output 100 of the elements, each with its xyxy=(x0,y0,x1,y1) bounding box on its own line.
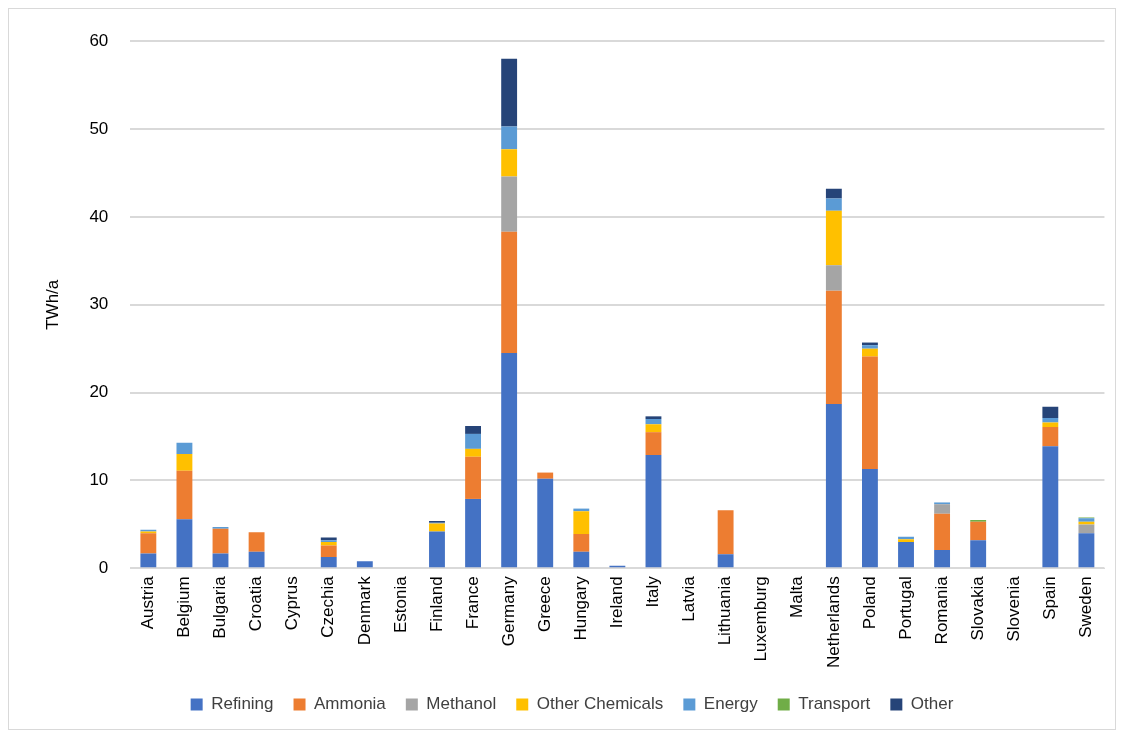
y-tick-label: 40 xyxy=(89,206,109,226)
x-tick-label: Latvia xyxy=(679,575,699,622)
x-tick-label: Finland xyxy=(426,576,446,633)
bar xyxy=(862,469,878,568)
x-tick-label: France xyxy=(462,576,482,630)
y-tick-label: 0 xyxy=(98,558,109,578)
bar xyxy=(825,198,842,211)
x-tick-label: Poland xyxy=(859,576,879,630)
bar xyxy=(176,454,193,471)
bar xyxy=(320,545,337,557)
x-tick-label: Austria xyxy=(138,575,158,630)
bar xyxy=(429,531,445,568)
bar xyxy=(1042,446,1059,568)
legend-label: Other xyxy=(910,694,954,714)
legend-label: Energy xyxy=(703,694,759,714)
bar xyxy=(862,356,878,470)
bar xyxy=(537,478,554,568)
bar xyxy=(825,265,842,291)
bar xyxy=(465,456,481,499)
x-tick-label: Netherlands xyxy=(823,576,843,669)
bar xyxy=(465,448,481,457)
bar xyxy=(934,513,951,550)
bar xyxy=(645,424,662,433)
bar xyxy=(1042,406,1059,419)
x-tick-label: Sweden xyxy=(1076,576,1096,638)
bar xyxy=(176,442,193,455)
bar xyxy=(934,549,951,568)
x-tick-label: Hungary xyxy=(570,575,590,641)
bar xyxy=(176,470,193,520)
x-tick-label: Slovenia xyxy=(1003,575,1023,642)
y-tick-label: 30 xyxy=(89,294,109,314)
bar xyxy=(1078,533,1095,568)
x-tick-label: Cyprus xyxy=(282,576,302,631)
bar xyxy=(501,231,518,354)
bar xyxy=(645,432,662,455)
y-tick-label: 10 xyxy=(89,470,109,490)
bar xyxy=(501,353,518,568)
bar xyxy=(573,551,590,568)
bar xyxy=(501,149,518,177)
bar xyxy=(501,58,518,127)
bar xyxy=(465,498,481,568)
bar xyxy=(501,126,518,150)
bar xyxy=(248,551,265,568)
x-tick-label: Malta xyxy=(787,575,807,618)
x-tick-label: Italy xyxy=(643,575,663,608)
bar xyxy=(212,553,229,568)
bar xyxy=(465,433,481,449)
x-tick-label: Germany xyxy=(498,575,518,647)
x-tick-label: Lithuania xyxy=(715,575,735,646)
bar xyxy=(970,521,987,541)
y-tick-label: 20 xyxy=(89,382,109,402)
bar xyxy=(573,534,590,552)
bar xyxy=(717,510,734,555)
bar xyxy=(1042,418,1059,423)
bar xyxy=(212,528,229,554)
x-tick-label: Czechia xyxy=(318,575,338,638)
x-tick-label: Denmark xyxy=(354,575,374,646)
bar xyxy=(1078,524,1095,534)
bar xyxy=(645,416,662,419)
bar xyxy=(825,188,842,199)
x-tick-label: Romania xyxy=(931,575,951,645)
bar xyxy=(825,290,842,405)
x-tick-label: Portugal xyxy=(895,576,915,640)
bar xyxy=(140,553,157,568)
bar xyxy=(825,210,842,266)
legend-label: Transport xyxy=(798,694,871,714)
x-tick-label: Luxemburg xyxy=(751,576,771,662)
bar xyxy=(140,533,157,554)
x-tick-label: Spain xyxy=(1040,576,1060,620)
x-tick-label: Slovakia xyxy=(967,575,987,641)
bar xyxy=(934,504,951,514)
bar xyxy=(537,472,554,479)
x-tick-label: Croatia xyxy=(246,575,266,632)
bar xyxy=(970,540,987,568)
legend-label: Ammonia xyxy=(314,694,387,714)
y-tick-label: 60 xyxy=(89,30,109,50)
y-axis-title: TWh/a xyxy=(42,279,62,330)
bar xyxy=(1042,426,1059,447)
y-tick-label: 50 xyxy=(89,118,109,138)
x-tick-label: Ireland xyxy=(607,576,627,629)
x-tick-label: Greece xyxy=(534,576,554,633)
bar xyxy=(573,511,590,535)
bar xyxy=(320,556,337,568)
x-tick-label: Estonia xyxy=(390,575,410,634)
legend-label: Refining xyxy=(211,694,274,714)
bar xyxy=(356,561,373,568)
bar xyxy=(176,519,193,568)
bar xyxy=(465,426,481,434)
bar xyxy=(862,348,878,357)
legend-label: Other Chemicals xyxy=(536,694,664,714)
bar xyxy=(898,541,914,568)
bar xyxy=(825,404,842,568)
bar xyxy=(248,532,265,552)
bar xyxy=(717,554,734,568)
bar xyxy=(645,455,662,568)
x-tick-label: Bulgaria xyxy=(210,575,230,639)
legend-label: Methanol xyxy=(426,694,497,714)
x-tick-label: Belgium xyxy=(174,576,194,638)
bar xyxy=(1042,422,1059,427)
bar xyxy=(501,176,518,232)
